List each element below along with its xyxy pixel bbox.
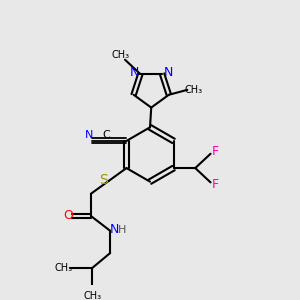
Text: N: N <box>164 66 173 79</box>
Text: CH₃: CH₃ <box>55 263 73 273</box>
Text: N: N <box>110 223 119 236</box>
Text: CH₃: CH₃ <box>83 290 101 300</box>
Text: H: H <box>118 225 126 235</box>
Text: O: O <box>63 209 73 223</box>
Text: CH₃: CH₃ <box>112 50 130 60</box>
Text: F: F <box>212 145 219 158</box>
Text: N: N <box>130 66 139 79</box>
Text: CH₃: CH₃ <box>184 85 202 95</box>
Text: S: S <box>99 173 108 187</box>
Text: N: N <box>85 130 94 140</box>
Text: F: F <box>212 178 219 191</box>
Text: C: C <box>103 130 111 140</box>
